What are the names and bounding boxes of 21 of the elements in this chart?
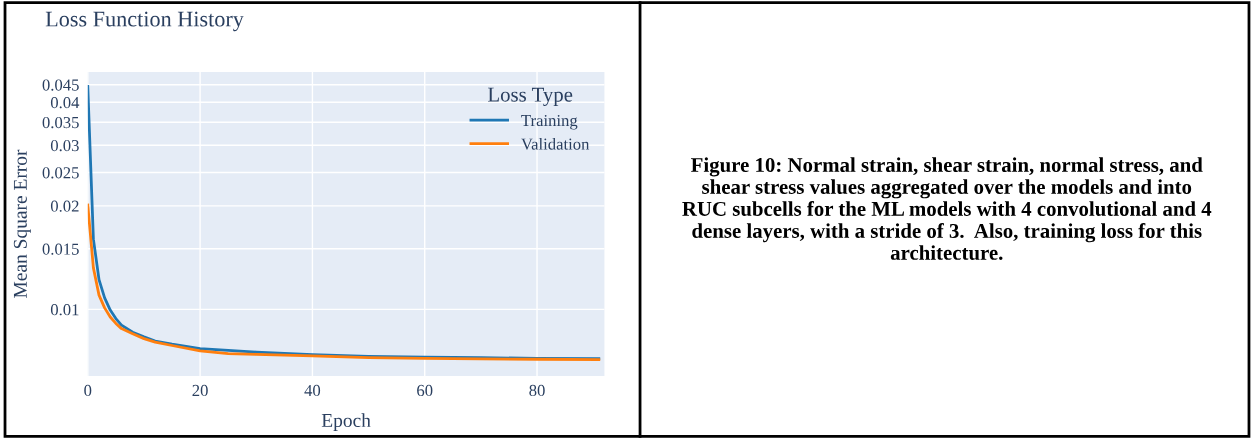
chart-title: Loss Function History xyxy=(45,11,244,32)
y-tick-label: 0.015 xyxy=(42,243,79,255)
x-tick-label: 60 xyxy=(417,384,433,397)
legend-label: Validation xyxy=(521,137,590,150)
y-tick-label: 0.035 xyxy=(42,116,79,129)
x-tick-label: 40 xyxy=(304,384,321,397)
x-tick-label: 0 xyxy=(84,384,92,397)
legend-title: Loss Type xyxy=(488,87,573,106)
y-tick-label: 0.01 xyxy=(50,304,79,316)
x-tick-label: 80 xyxy=(529,384,545,397)
y-tick-label: 0.04 xyxy=(50,97,80,109)
line-series xyxy=(87,203,601,362)
x-tick-label: 20 xyxy=(192,384,208,397)
x-axis-title: Epoch xyxy=(321,413,371,431)
legend-label: Training xyxy=(521,114,578,130)
caption: Figure 10: Normal strain, shear strain, normal stress, and shear stress values aggregated over the models and into RUC subcells for the ML models with 4 convolutional and 4 dense layers, with a stride of 3. Also, training loss for this architecture. xyxy=(682,157,1212,260)
y-tick-label: 0.03 xyxy=(50,139,79,152)
y-tick-label: 0.045 xyxy=(42,79,79,91)
y-tick-label: 0.025 xyxy=(42,167,79,179)
y-axis-title: Mean Square Error xyxy=(13,149,31,298)
y-tick-label: 0.02 xyxy=(50,200,79,212)
